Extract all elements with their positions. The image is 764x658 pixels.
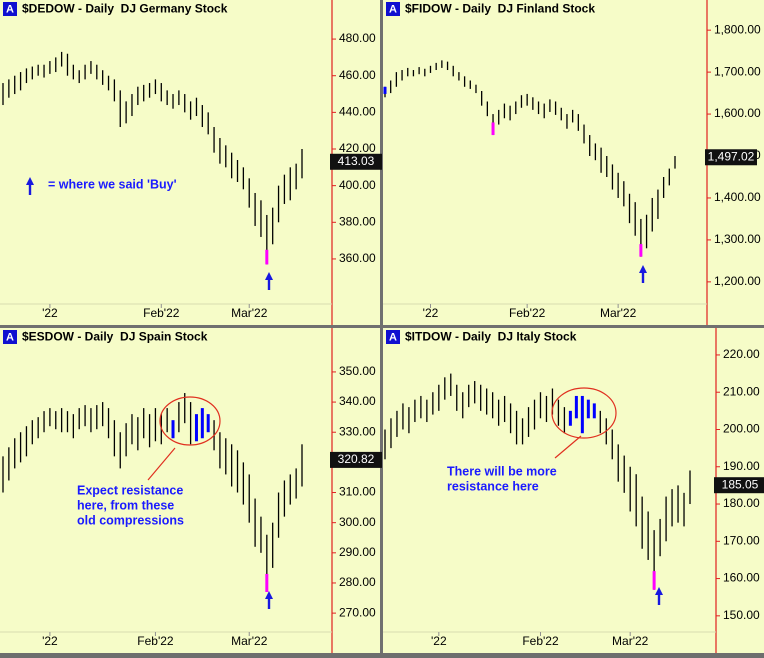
y-tick-label: 1,700.00	[714, 64, 761, 78]
y-tick-label: 440.00	[339, 105, 376, 119]
panel-background	[0, 0, 380, 325]
y-tick-label: 1,800.00	[714, 22, 761, 36]
y-tick-label: 400.00	[339, 178, 376, 192]
panel-background	[383, 0, 764, 325]
last-price-box	[330, 153, 382, 170]
x-tick-label: Mar'22	[231, 634, 268, 648]
panel: A $DEDOW - Daily DJ Germany Stock 360.00 38…	[0, 0, 382, 325]
y-tick-label: 220.00	[723, 347, 760, 361]
panel-title: $FIDOW - Daily DJ Finland Stock	[405, 2, 595, 16]
buy-arrow	[265, 272, 273, 290]
x-tick-label: Feb'22	[509, 306, 546, 320]
y-tick-label: 380.00	[339, 214, 376, 228]
y-tick-label: 1,400.00	[714, 190, 761, 204]
buy-arrow	[655, 587, 663, 605]
panel-title: $ESDOW - Daily DJ Spain Stock	[22, 330, 208, 344]
buy-arrow	[265, 591, 273, 609]
last-price-label: 413.03	[338, 154, 375, 168]
x-tick-label: Feb'22	[137, 634, 174, 648]
x-tick-label: Mar'22	[612, 634, 649, 648]
y-tick-label: 1,600.00	[714, 106, 761, 120]
panel-title: $ITDOW - Daily DJ Italy Stock	[405, 330, 577, 344]
panel-background	[383, 328, 764, 653]
x-tick-label: Feb'22	[143, 306, 180, 320]
badge-box	[3, 2, 17, 16]
annotation: = where we said 'Buy'	[48, 177, 177, 191]
last-price-box	[330, 451, 382, 468]
panel-title: $DEDOW - Daily DJ Germany Stock	[22, 2, 228, 16]
y-tick-label: 200.00	[723, 422, 760, 436]
annotation: resistance here	[447, 479, 539, 493]
x-tick-label: Mar'22	[231, 306, 268, 320]
x-tick-label: Mar'22	[600, 306, 637, 320]
badge-box	[386, 330, 400, 344]
panel: A $ITDOW - Daily DJ Italy Stock 150.00 160.…	[383, 328, 764, 653]
x-tick-label: '22	[423, 306, 439, 320]
y-tick-label: 360.00	[339, 251, 376, 265]
x-tick-label: Feb'22	[522, 634, 559, 648]
y-tick-label: 190.00	[723, 459, 760, 473]
buy-arrow	[26, 177, 34, 195]
pointer-line	[554, 435, 582, 459]
last-price-label: 1,497.02	[708, 149, 755, 163]
y-tick-label: 170.00	[723, 533, 760, 547]
y-tick-label: 150.00	[723, 608, 760, 622]
badge: A	[389, 3, 397, 15]
badge-box	[386, 2, 400, 16]
x-tick-label: '22	[431, 634, 447, 648]
y-tick-label: 210.00	[723, 384, 760, 398]
buy-arrow	[639, 265, 647, 283]
highlight-circle	[159, 396, 221, 446]
last-price-label: 185.05	[722, 477, 759, 491]
annotation: here, from these	[77, 498, 174, 512]
y-tick-label: 310.00	[339, 485, 376, 499]
badge-box	[3, 330, 17, 344]
y-tick-label: 330.00	[339, 424, 376, 438]
y-tick-label: 290.00	[339, 545, 376, 559]
last-price-label: 320.82	[338, 452, 375, 466]
x-tick-label: '22	[42, 634, 58, 648]
y-tick-label: 1,200.00	[714, 274, 761, 288]
y-tick-label: 300.00	[339, 515, 376, 529]
panel: A $ESDOW - Daily DJ Spain Stock 270.00 280.…	[0, 328, 382, 653]
highlight-circle	[551, 387, 617, 439]
badge: A	[389, 331, 397, 343]
last-price-box	[705, 149, 757, 166]
annotation: old compressions	[77, 513, 184, 527]
pointer-line	[147, 447, 176, 481]
y-tick-label: 350.00	[339, 364, 376, 378]
badge: A	[6, 331, 14, 343]
panel-background	[0, 328, 380, 653]
y-tick-label: 480.00	[339, 31, 376, 45]
y-tick-label: 270.00	[339, 605, 376, 619]
last-price-box	[714, 477, 764, 494]
annotation: There will be more	[447, 464, 557, 478]
panel: A $FIDOW - Daily DJ Finland Stock 1,200.00…	[383, 0, 764, 325]
y-tick-label: 420.00	[339, 141, 376, 155]
y-tick-label: 180.00	[723, 496, 760, 510]
y-tick-label: 460.00	[339, 68, 376, 82]
y-tick-label: 1,300.00	[714, 232, 761, 246]
annotation: Expect resistance	[77, 483, 183, 497]
y-tick-label: 340.00	[339, 394, 376, 408]
y-tick-label: 280.00	[339, 575, 376, 589]
x-tick-label: '22	[42, 306, 58, 320]
y-tick-label: 160.00	[723, 571, 760, 585]
badge: A	[6, 3, 14, 15]
